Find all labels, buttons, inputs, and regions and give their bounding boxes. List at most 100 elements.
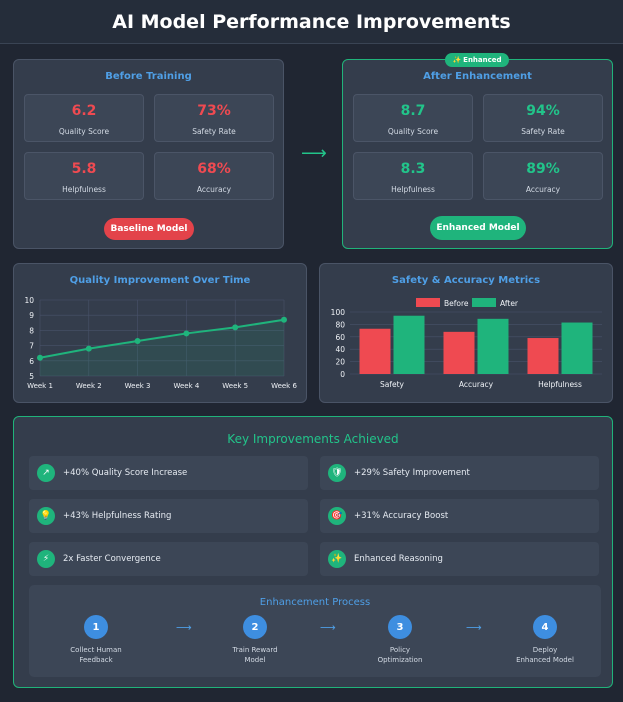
legend-label: Before xyxy=(444,299,469,308)
sparkles-icon: ✨ xyxy=(328,550,346,568)
step-label-line1: Deploy xyxy=(532,646,558,654)
bar-before xyxy=(443,331,475,374)
shield-icon: 🛡 xyxy=(328,464,346,482)
metric-label: Helpfulness xyxy=(391,185,435,194)
step-label-line2: Enhanced Model xyxy=(516,656,574,664)
legend-swatch xyxy=(416,298,440,307)
before-metric-safety: 73% Safety Rate xyxy=(154,94,274,142)
trend-up-icon: ↗ xyxy=(37,464,55,482)
metric-label: Safety Rate xyxy=(192,127,236,136)
metric-value: 8.3 xyxy=(400,161,426,177)
step-label-line1: Collect Human xyxy=(70,646,122,654)
step-label: Collect Human Feedback xyxy=(46,645,146,665)
bar-before xyxy=(359,328,391,374)
x-tick-label: Week 1 xyxy=(27,382,53,390)
step-label-line2: Feedback xyxy=(79,656,113,664)
badge-label: Enhanced xyxy=(463,56,502,64)
y-tick-label: 8 xyxy=(29,326,34,335)
metric-value: 5.8 xyxy=(71,161,97,177)
lightning-icon: ⚡ xyxy=(37,550,55,568)
y-tick-label: 60 xyxy=(335,333,345,342)
data-point xyxy=(37,354,43,361)
transition-arrow-icon: ⟶ xyxy=(301,143,327,164)
step-label-line1: Policy xyxy=(389,646,411,654)
x-tick-label: Helpfulness xyxy=(538,380,582,389)
before-metric-quality: 6.2 Quality Score xyxy=(24,94,144,142)
improvement-item: ↗ +40% Quality Score Increase xyxy=(29,456,308,490)
y-tick-label: 5 xyxy=(29,372,34,381)
bar-before xyxy=(527,338,559,374)
after-metric-accuracy: 89% Accuracy xyxy=(483,152,603,200)
improvement-text: +31% Accuracy Boost xyxy=(354,511,449,521)
process-title: Enhancement Process xyxy=(259,597,371,608)
x-tick-label: Week 2 xyxy=(76,382,102,390)
y-tick-label: 10 xyxy=(24,296,34,305)
improvement-item: 🛡 +29% Safety Improvement xyxy=(320,456,599,490)
x-tick-label: Safety xyxy=(380,380,405,389)
metric-value: 73% xyxy=(197,103,231,119)
improvements-card: Key Improvements Achieved ↗ +40% Quality… xyxy=(13,416,613,688)
metric-label: Helpfulness xyxy=(62,185,106,194)
after-card-title: After Enhancement xyxy=(423,71,532,82)
after-metric-helpfulness: 8.3 Helpfulness xyxy=(353,152,473,200)
metric-label: Accuracy xyxy=(196,185,232,194)
baseline-model-button[interactable]: Baseline Model xyxy=(104,218,194,240)
arrow-right-icon: ⟶ xyxy=(176,621,192,634)
metric-label: Quality Score xyxy=(58,127,110,136)
step-label-line1: Train Reward xyxy=(232,646,278,654)
y-tick-label: 9 xyxy=(29,311,34,320)
improvement-text: +40% Quality Score Increase xyxy=(63,468,188,478)
step-label-line2: Optimization xyxy=(377,656,423,664)
step-label: Deploy Enhanced Model xyxy=(495,645,595,665)
bar-after xyxy=(477,318,509,374)
step-number: 3 xyxy=(388,615,412,639)
metric-label: Quality Score xyxy=(387,127,439,136)
after-metric-safety: 94% Safety Rate xyxy=(483,94,603,142)
before-training-card: Before Training 6.2 Quality Score 73% Sa… xyxy=(13,59,284,249)
quality-line-chart: 5 6 7 8 9 10 Week 1 Week 2 Week 3 Week 4 Week 5 Wee… xyxy=(24,296,297,390)
step-label: Train Reward Model xyxy=(205,645,305,665)
arrow-right-icon: ⟶ xyxy=(320,621,336,634)
arrow-right-icon: ⟶ xyxy=(466,621,482,634)
data-point xyxy=(183,330,190,337)
y-tick-label: 7 xyxy=(29,342,34,351)
metric-label: Accuracy xyxy=(525,185,561,194)
metric-label: Safety Rate xyxy=(521,127,565,136)
x-tick-label: Week 6 xyxy=(271,382,297,390)
quality-chart-card: Quality Improvement Over Time 5 6 7 8 9 10 Wee… xyxy=(13,263,307,403)
sparkles-icon: ✨ xyxy=(452,56,462,64)
safety-bar-chart: Before After 0 20 40 60 80 100 Safety Accuracy Hel… xyxy=(331,298,602,389)
target-icon: 🎯 xyxy=(328,507,346,525)
y-tick-label: 0 xyxy=(340,370,345,379)
after-enhancement-card: ✨ Enhanced After Enhancement 8.7 Quality… xyxy=(342,53,613,249)
y-tick-label: 6 xyxy=(29,357,34,366)
after-metric-quality: 8.7 Quality Score xyxy=(353,94,473,142)
enhanced-badge: ✨ Enhanced xyxy=(445,53,509,67)
page-title: AI Model Performance Improvements xyxy=(112,10,511,33)
improvement-item: ⚡ 2x Faster Convergence xyxy=(29,542,308,576)
x-tick-label: Week 4 xyxy=(173,382,199,390)
process-step-1: 1 Collect Human Feedback xyxy=(46,615,146,665)
before-metric-accuracy: 68% Accuracy xyxy=(154,152,274,200)
enhanced-model-button[interactable]: Enhanced Model xyxy=(430,216,526,240)
x-tick-label: Accuracy xyxy=(459,380,494,389)
safety-chart-card: Safety & Accuracy Metrics Before After 0 20… xyxy=(319,263,613,403)
step-number: 2 xyxy=(243,615,267,639)
legend-label: After xyxy=(500,299,519,308)
metric-value: 89% xyxy=(526,161,560,177)
y-tick-label: 40 xyxy=(335,345,345,354)
metric-value: 6.2 xyxy=(71,103,97,119)
enhancement-process: Enhancement Process 1 Collect Human Feed… xyxy=(29,585,601,677)
y-tick-label: 80 xyxy=(335,320,345,329)
y-tick-label: 100 xyxy=(331,308,346,317)
series-line xyxy=(39,318,285,359)
process-step-3: 3 Policy Optimization xyxy=(350,615,450,665)
step-number: 4 xyxy=(533,615,557,639)
before-metric-helpfulness: 5.8 Helpfulness xyxy=(24,152,144,200)
improvement-text: +29% Safety Improvement xyxy=(354,468,470,478)
x-tick-label: Week 5 xyxy=(222,382,248,390)
process-step-4: 4 Deploy Enhanced Model xyxy=(495,615,595,665)
improvement-item: ✨ Enhanced Reasoning xyxy=(320,542,599,576)
step-label: Policy Optimization xyxy=(350,645,450,665)
